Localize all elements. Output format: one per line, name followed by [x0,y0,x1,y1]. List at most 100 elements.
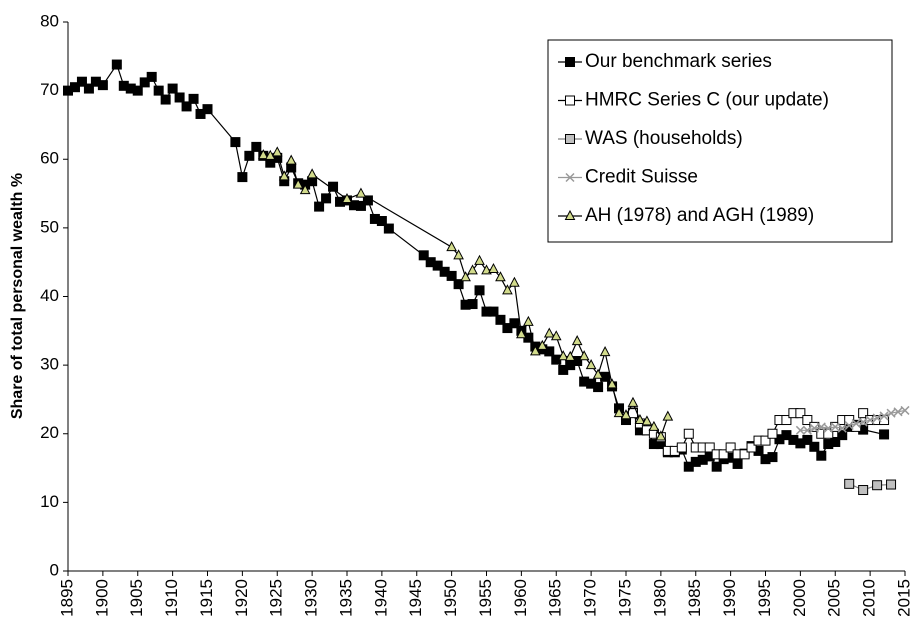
marker [565,172,575,183]
x-tick-label: 1995 [755,579,774,617]
legend-box [547,39,893,243]
marker [488,262,499,274]
marker [446,270,457,281]
marker [830,436,841,447]
y-tick-label: 30 [40,355,59,374]
x-tick-label: 1975 [615,579,634,617]
marker [564,209,576,220]
marker [299,184,311,195]
marker [809,441,820,452]
marker [795,425,805,435]
marker [592,368,604,379]
marker [467,299,478,310]
marker [830,422,840,432]
marker [565,134,575,144]
marker [481,264,492,275]
marker [858,485,869,496]
x-tick-label: 2015 [894,579,913,617]
marker [453,249,464,260]
marker [146,71,157,82]
marker [341,192,353,204]
marker [355,200,366,211]
marker [76,76,87,87]
marker [858,408,869,419]
marker [844,420,854,431]
marker [767,452,778,463]
legend-label: Our benchmark series [585,51,772,72]
marker [509,276,520,287]
y-tick-label: 10 [40,492,59,511]
marker [565,57,575,67]
marker [606,378,618,389]
marker [641,415,653,426]
x-tick-label: 2005 [825,579,844,617]
marker [851,418,861,428]
marker [565,95,575,106]
marker [418,250,429,261]
marker [711,461,722,472]
x-tick-label: 1985 [685,579,704,617]
marker [816,422,826,432]
marker [557,350,569,361]
marker [543,327,555,338]
x-tick-label: 1940 [371,579,390,617]
marker [97,80,108,91]
marker [585,359,597,370]
marker [739,449,750,460]
marker [837,430,848,441]
x-tick-label: 1950 [441,579,460,617]
marker [837,423,847,433]
marker [858,417,868,427]
marker [886,479,897,490]
legend-label: AH (1978) and AGH (1989) [585,205,814,226]
x-tick-label: 2010 [860,579,879,617]
marker [467,264,478,275]
marker [314,201,325,212]
marker [746,442,757,453]
y-axis-title: Share of total personal wealth % [9,173,26,419]
marker [306,168,318,179]
marker [648,420,660,431]
x-tick-label: 2000 [790,579,809,617]
marker [132,85,143,96]
marker [111,59,122,70]
marker [453,279,464,290]
y-tick-label: 40 [40,286,59,305]
marker [202,104,213,115]
marker [516,328,527,339]
marker [781,415,792,426]
marker [879,411,889,421]
marker [718,449,729,460]
x-tick-label: 1905 [127,579,146,617]
marker [321,193,332,204]
marker [69,82,80,93]
y-tick-label: 20 [40,423,59,442]
marker [564,350,576,361]
marker [278,170,290,181]
marker [802,434,813,445]
marker [160,94,171,105]
x-tick-label: 1960 [511,579,530,617]
marker [802,425,812,435]
marker [627,396,639,407]
marker [502,284,513,295]
marker [809,423,819,433]
marker [823,423,833,433]
marker [879,429,890,440]
marker [376,216,387,227]
marker [251,141,262,152]
marker [237,172,248,183]
x-tick-label: 1920 [232,579,251,617]
x-tick-label: 1965 [546,579,565,617]
marker [292,178,304,189]
marker [760,435,771,446]
x-tick-label: 1915 [197,579,216,617]
marker [529,345,541,356]
marker [271,146,283,157]
x-tick-label: 1935 [336,579,355,617]
marker [886,408,896,418]
marker [188,93,199,104]
marker [620,409,632,420]
marker [578,350,590,361]
marker [872,413,882,423]
